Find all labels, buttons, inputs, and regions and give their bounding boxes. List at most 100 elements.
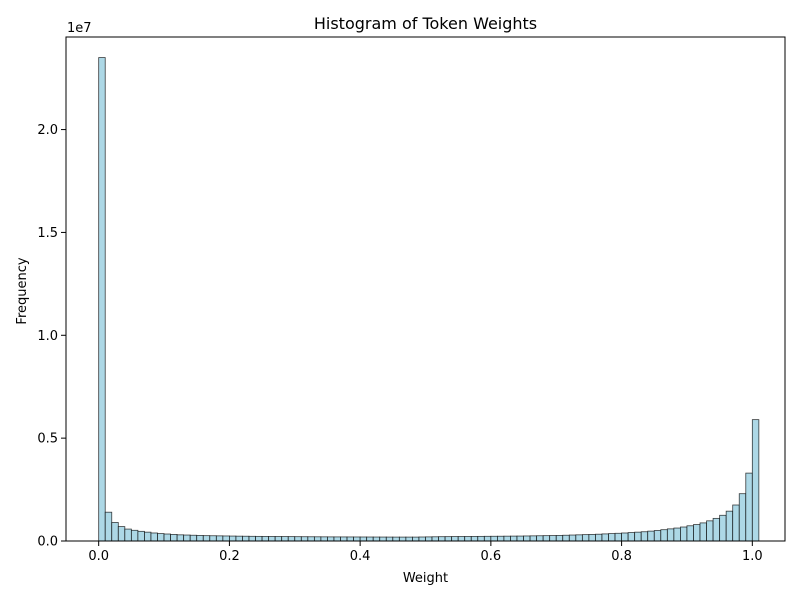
histogram-bar bbox=[588, 534, 596, 542]
histogram-bar bbox=[398, 536, 407, 542]
y-tick-label: 1.5 bbox=[37, 226, 58, 241]
histogram-bar bbox=[608, 533, 616, 542]
histogram-bar bbox=[196, 535, 204, 542]
histogram-bar bbox=[379, 536, 387, 542]
x-tick-label: 0.0 bbox=[88, 549, 109, 564]
histogram-bar bbox=[483, 535, 492, 542]
histogram-bar bbox=[104, 511, 113, 542]
histogram-bar bbox=[202, 535, 211, 542]
histogram-bar bbox=[444, 536, 453, 542]
histogram-bar bbox=[222, 535, 230, 542]
histogram-bar bbox=[647, 530, 655, 542]
histogram-bar bbox=[248, 535, 256, 542]
histogram-bars bbox=[98, 57, 760, 542]
histogram-bar bbox=[255, 535, 263, 542]
histogram-bar bbox=[490, 535, 498, 542]
histogram-bar bbox=[320, 536, 328, 542]
histogram-bar bbox=[653, 530, 662, 542]
histogram-bar bbox=[510, 535, 518, 542]
histogram-bar bbox=[568, 534, 577, 542]
histogram-bar bbox=[137, 530, 145, 542]
histogram-bar bbox=[693, 524, 701, 542]
histogram-bar bbox=[176, 534, 185, 542]
histogram-bar bbox=[353, 536, 361, 542]
histogram-bar bbox=[562, 534, 570, 542]
histogram-bar bbox=[124, 528, 132, 542]
histogram-bar bbox=[621, 532, 629, 542]
y-tick-label: 0.5 bbox=[37, 432, 58, 447]
x-axis-ticks: 0.0 0.2 0.4 0.6 0.8 1.0 bbox=[88, 541, 763, 564]
histogram-bar bbox=[327, 536, 335, 542]
histogram-bar bbox=[516, 535, 524, 542]
y-offset-label: 1e7 bbox=[67, 21, 92, 36]
histogram-bar bbox=[536, 535, 544, 542]
histogram-bar bbox=[340, 536, 348, 542]
histogram-bar bbox=[523, 535, 531, 542]
histogram-bar bbox=[150, 532, 158, 542]
x-tick-label: 1.0 bbox=[742, 549, 763, 564]
histogram-bar bbox=[431, 536, 439, 542]
histogram-bar bbox=[686, 525, 694, 542]
histogram-bar bbox=[313, 536, 322, 542]
histogram-bar bbox=[640, 531, 649, 542]
histogram-bar bbox=[268, 536, 276, 542]
histogram-bar bbox=[183, 534, 191, 542]
histogram-bar bbox=[405, 536, 413, 542]
y-axis-label: Frequency bbox=[15, 257, 30, 324]
histogram-bar bbox=[209, 535, 217, 542]
histogram-bar bbox=[130, 529, 139, 542]
histogram-bar bbox=[555, 535, 564, 542]
histogram-bar bbox=[529, 535, 538, 542]
chart-title: Histogram of Token Weights bbox=[314, 14, 537, 33]
histogram-bar bbox=[385, 536, 394, 542]
histogram-bar bbox=[451, 536, 459, 542]
histogram-bar bbox=[699, 522, 707, 542]
histogram-bar bbox=[274, 536, 283, 542]
histogram-bar bbox=[680, 526, 688, 542]
y-tick-label: 2.0 bbox=[37, 123, 58, 138]
histogram-bar bbox=[366, 536, 374, 542]
x-tick-label: 0.6 bbox=[481, 549, 502, 564]
histogram-bar bbox=[549, 535, 557, 542]
histogram-bar bbox=[745, 472, 753, 542]
histogram-bar bbox=[666, 528, 675, 542]
histogram-bar bbox=[725, 510, 734, 542]
histogram-bar bbox=[542, 535, 551, 542]
histogram-bar bbox=[601, 533, 609, 542]
histogram-bar bbox=[261, 536, 270, 542]
histogram-bar bbox=[732, 504, 740, 542]
histogram-bar bbox=[144, 531, 152, 542]
histogram-bar bbox=[117, 526, 126, 542]
histogram-bar bbox=[627, 532, 636, 542]
histogram-bar bbox=[281, 536, 289, 542]
x-tick-label: 0.4 bbox=[350, 549, 371, 564]
histogram-bar bbox=[673, 527, 681, 542]
histogram-bar bbox=[229, 535, 237, 542]
x-tick-label: 0.8 bbox=[611, 549, 632, 564]
histogram-bar bbox=[418, 536, 426, 542]
histogram-bar bbox=[372, 536, 381, 542]
histogram-bar bbox=[287, 536, 296, 542]
histogram-bar bbox=[189, 534, 198, 542]
histogram-bar bbox=[392, 536, 400, 542]
histogram-bar bbox=[595, 533, 603, 542]
y-tick-label: 0.0 bbox=[37, 535, 58, 550]
histogram-bar bbox=[457, 536, 466, 542]
histogram-bar bbox=[346, 536, 354, 542]
histogram-bar bbox=[333, 536, 341, 542]
histogram-bar bbox=[634, 531, 642, 542]
histogram-bar bbox=[157, 533, 165, 542]
histogram-bar bbox=[235, 535, 243, 542]
histogram-bar bbox=[98, 57, 106, 542]
x-tick-label: 0.2 bbox=[219, 549, 240, 564]
histogram-bar bbox=[660, 529, 668, 542]
histogram-bar bbox=[425, 536, 433, 542]
plot-frame bbox=[65, 36, 786, 542]
histogram-bar bbox=[477, 535, 485, 542]
histogram-bar bbox=[242, 535, 250, 542]
histogram-bar bbox=[581, 534, 590, 542]
histogram-bar bbox=[359, 536, 368, 542]
histogram-bar bbox=[300, 536, 309, 542]
histogram-bar bbox=[614, 532, 622, 542]
